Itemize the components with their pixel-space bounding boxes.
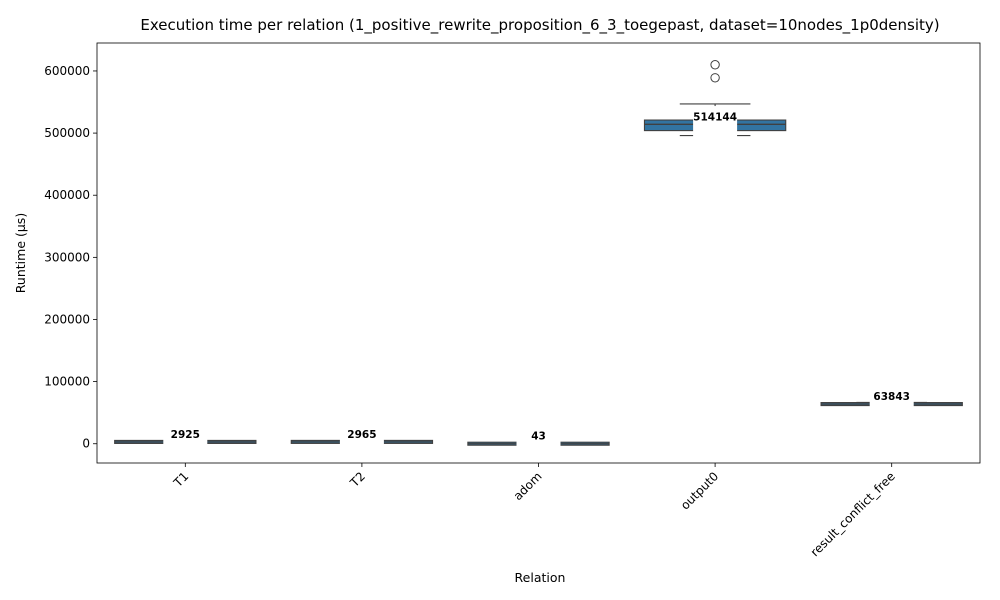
x-tick-label: result_conflict_free	[808, 469, 898, 559]
x-axis: T1 T2 adom output0 result_conflict_free	[170, 463, 898, 559]
median-label-background	[693, 106, 738, 145]
chart-title: Execution time per relation (1_positive_…	[140, 16, 939, 35]
box-adom: 43	[467, 428, 610, 460]
x-tick-label: T2	[347, 469, 368, 490]
x-tick-label: adom	[511, 469, 545, 503]
outlier-point	[710, 73, 720, 83]
y-tick-label: 200000	[44, 312, 90, 326]
median-label-background	[869, 388, 914, 420]
x-tick-label: output0	[678, 469, 721, 512]
median-label-background	[339, 426, 384, 458]
median-label: 43	[531, 431, 546, 443]
x-tick-label: T1	[170, 469, 191, 490]
plot-frame	[96, 42, 981, 464]
y-tick-label: 500000	[44, 126, 90, 140]
y-axis-label: Runtime (µs)	[13, 213, 28, 293]
median-label: 514144	[693, 111, 737, 123]
outlier-point	[710, 60, 720, 70]
box-T2: 2965	[290, 426, 434, 458]
boxes-group: 2925 2965 43 514144 63843	[114, 60, 963, 460]
y-tick-label: 100000	[44, 375, 90, 389]
x-axis-label: Relation	[515, 570, 566, 585]
box-T1: 2925	[114, 426, 257, 458]
y-tick-label: 400000	[44, 188, 90, 202]
y-tick-label: 300000	[44, 250, 90, 264]
median-label-background	[516, 428, 561, 460]
median-label: 63843	[873, 391, 910, 403]
y-tick-label: 600000	[44, 64, 90, 78]
y-axis: 0 100000 200000 300000 400000 500000 600000	[44, 64, 97, 451]
box-output0: 514144	[643, 60, 787, 145]
y-tick-label: 0	[82, 437, 90, 451]
box-result_conflict_free: 63843	[820, 388, 963, 420]
median-label: 2925	[171, 429, 200, 441]
median-label-background	[163, 426, 208, 458]
median-label: 2965	[347, 429, 376, 441]
